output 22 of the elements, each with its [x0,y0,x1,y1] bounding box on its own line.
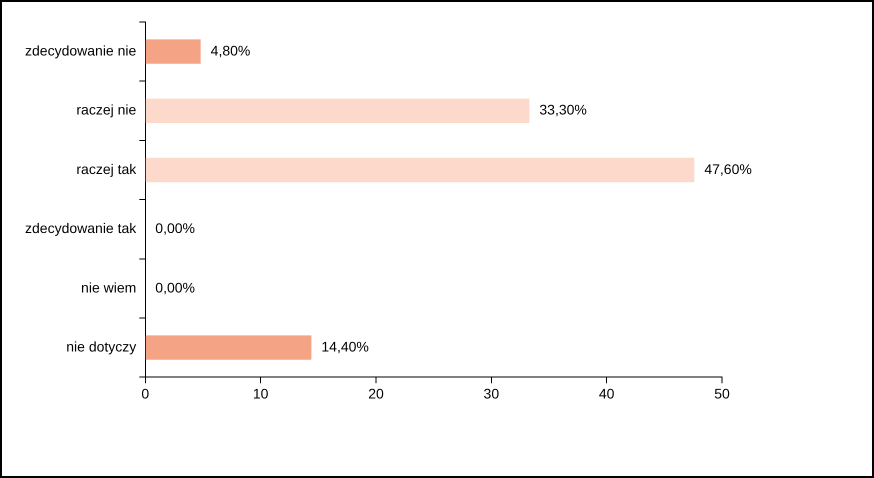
data-label: 47,60% [704,160,752,177]
x-tick-label: 0 [141,385,150,402]
y-tick-label: nie wiem [81,279,136,296]
bar [146,98,530,124]
x-tick-label: 10 [252,385,269,402]
data-label: 0,00% [155,279,195,296]
y-tick-label: zdecydowanie nie [25,42,137,58]
x-tick-label: 40 [598,385,615,402]
data-label: 33,30% [539,102,587,118]
data-label: 14,40% [321,338,369,354]
x-tick-label: 20 [368,385,384,402]
y-tick-label: raczej tak [76,160,138,177]
x-tick-label: 30 [484,385,500,402]
y-tick-label: zdecydowanie tak [25,220,138,236]
bar [146,39,201,64]
data-label: 0,00% [155,220,195,236]
bar [146,335,312,360]
y-tick-label: raczej nie [76,102,137,118]
x-tick-label: 50 [714,385,730,402]
data-label: 4,80% [210,42,250,58]
bar [146,158,694,182]
y-tick-label: nie dotyczy [66,338,136,354]
